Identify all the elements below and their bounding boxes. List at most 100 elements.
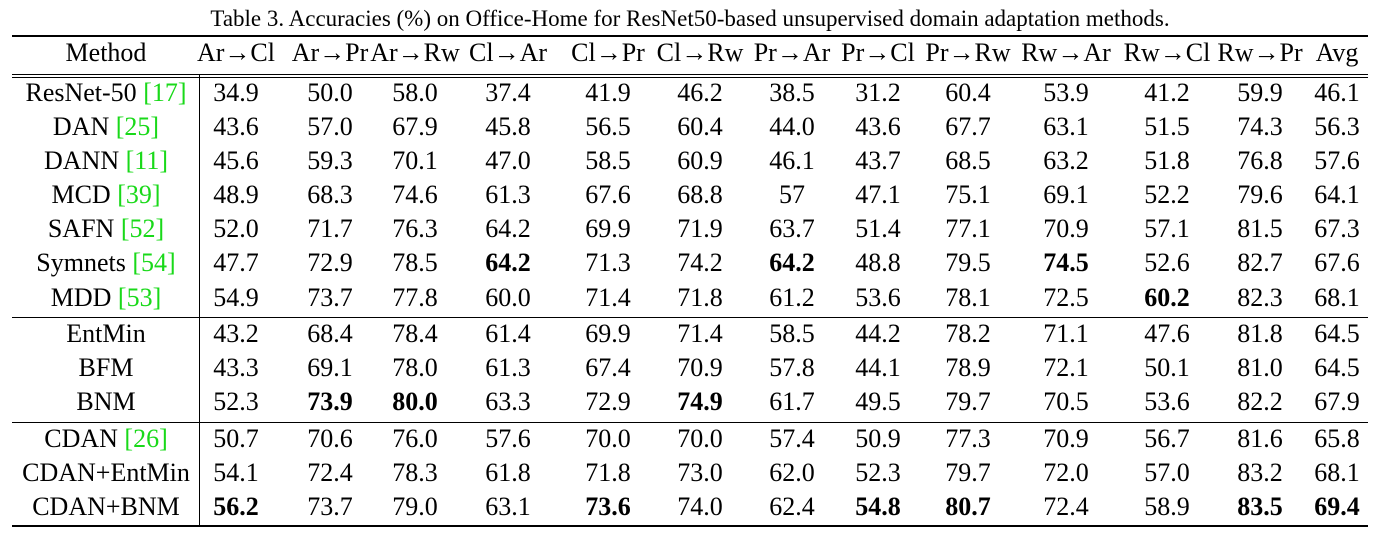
table-cell: 74.2 — [677, 248, 723, 277]
table-cell: 38.5 — [769, 78, 815, 107]
table-cell: 52.0 — [213, 214, 259, 243]
table-cell: 68.8 — [677, 180, 723, 209]
table-cell: 71.8 — [585, 458, 631, 487]
table-cell: 57.1 — [1144, 214, 1190, 243]
table-cell: 50.1 — [1144, 353, 1190, 382]
table-cell: 43.6 — [213, 112, 259, 141]
table-cell: 70.1 — [392, 146, 438, 175]
table-cell: 50.0 — [307, 78, 353, 107]
table-cell: 37.4 — [485, 78, 531, 107]
method-name: MCD [39] — [51, 178, 160, 212]
citation-link[interactable]: [17] — [143, 78, 187, 107]
table-cell: 52.2 — [1144, 180, 1190, 209]
table-cell: 54.8 — [855, 492, 901, 521]
method-name: DANN [11] — [44, 144, 168, 178]
method-label: MCD — [51, 180, 118, 209]
table-cell: 61.4 — [485, 319, 531, 348]
table-cell: 70.6 — [307, 424, 353, 453]
table-cell: 65.8 — [1314, 424, 1360, 453]
column-header: Rw→Ar — [1021, 38, 1111, 67]
citation-link[interactable]: [53] — [117, 283, 162, 312]
method-name: CDAN+BNM — [32, 490, 180, 524]
column-header: Rw→Cl — [1123, 38, 1211, 67]
citation-link[interactable]: [52] — [120, 214, 165, 243]
table-cell: 67.6 — [585, 180, 631, 209]
method-label: SAFN — [47, 214, 121, 243]
citation-link[interactable]: [25] — [115, 112, 160, 141]
column-header: Cl→Pr — [571, 38, 645, 67]
method-label: CDAN — [44, 424, 125, 453]
citation-link[interactable]: [11] — [125, 146, 168, 175]
table-cell: 73.7 — [307, 492, 353, 521]
method-name: BNM — [76, 385, 135, 419]
table-cell: 82.2 — [1237, 387, 1283, 416]
table-cell: 45.8 — [485, 112, 531, 141]
table-cell: 74.3 — [1237, 112, 1283, 141]
table-cell: 73.7 — [307, 283, 353, 312]
header-rule — [12, 74, 1368, 75]
table-cell: 70.9 — [1043, 424, 1089, 453]
table-cell: 64.1 — [1314, 180, 1360, 209]
table-cell: 79.6 — [1237, 180, 1283, 209]
table-cell: 72.4 — [1043, 492, 1089, 521]
table-cell: 64.5 — [1314, 319, 1360, 348]
table-cell: 46.2 — [677, 78, 723, 107]
table-cell: 68.4 — [307, 319, 353, 348]
table-cell: 56.3 — [1314, 112, 1360, 141]
table-cell: 64.2 — [485, 248, 531, 277]
table-cell: 49.5 — [855, 387, 901, 416]
table-cell: 72.0 — [1043, 458, 1089, 487]
table-cell: 47.1 — [855, 180, 901, 209]
table-cell: 79.5 — [945, 248, 991, 277]
method-label: BFM — [78, 353, 134, 382]
table-cell: 72.1 — [1043, 353, 1089, 382]
table-cell: 52.6 — [1144, 248, 1190, 277]
table-cell: 57.6 — [485, 424, 531, 453]
table-cell: 79.7 — [945, 387, 991, 416]
method-label: ResNet-50 — [25, 78, 144, 107]
table-cell: 60.9 — [677, 146, 723, 175]
table-cell: 60.4 — [945, 78, 991, 107]
table-cell: 57.8 — [769, 353, 815, 382]
citation-link[interactable]: [26] — [124, 424, 168, 453]
table-cell: 80.0 — [392, 387, 438, 416]
top-rule — [12, 35, 1368, 37]
column-header: Method — [65, 38, 147, 67]
table-cell: 60.4 — [677, 112, 723, 141]
table-cell: 52.3 — [213, 387, 259, 416]
table-cell: 51.8 — [1144, 146, 1190, 175]
method-label: EntMin — [66, 319, 146, 348]
table-cell: 67.9 — [392, 112, 438, 141]
table-cell: 69.1 — [307, 353, 353, 382]
table-cell: 43.2 — [213, 319, 259, 348]
method-name: MDD [53] — [51, 281, 162, 315]
table-cell: 71.9 — [677, 214, 723, 243]
table-cell: 50.7 — [213, 424, 259, 453]
table-cell: 78.9 — [945, 353, 991, 382]
table-cell: 67.6 — [1314, 248, 1360, 277]
table-cell: 78.3 — [392, 458, 438, 487]
table-cell: 48.9 — [213, 180, 259, 209]
table-cell: 75.1 — [945, 180, 991, 209]
table-cell: 73.0 — [677, 458, 723, 487]
table-cell: 82.3 — [1237, 283, 1283, 312]
table-cell: 63.7 — [769, 214, 815, 243]
table-cell: 60.2 — [1144, 283, 1190, 312]
method-name: ResNet-50 [17] — [25, 76, 186, 110]
citation-link[interactable]: [54] — [132, 248, 176, 277]
table-cell: 57.0 — [1144, 458, 1190, 487]
table-cell: 76.8 — [1237, 146, 1283, 175]
citation-link[interactable]: [39] — [117, 180, 161, 209]
table-cell: 57 — [779, 180, 805, 209]
table-cell: 70.9 — [1043, 214, 1089, 243]
table-cell: 67.9 — [1314, 387, 1360, 416]
table-cell: 61.3 — [485, 353, 531, 382]
method-name: CDAN+EntMin — [22, 456, 190, 490]
bottom-rule — [12, 525, 1368, 527]
table-cell: 81.0 — [1237, 353, 1283, 382]
table-cell: 82.7 — [1237, 248, 1283, 277]
table-cell: 77.1 — [945, 214, 991, 243]
method-name: DAN [25] — [53, 110, 159, 144]
table-cell: 78.1 — [945, 283, 991, 312]
table-cell: 64.2 — [769, 248, 815, 277]
